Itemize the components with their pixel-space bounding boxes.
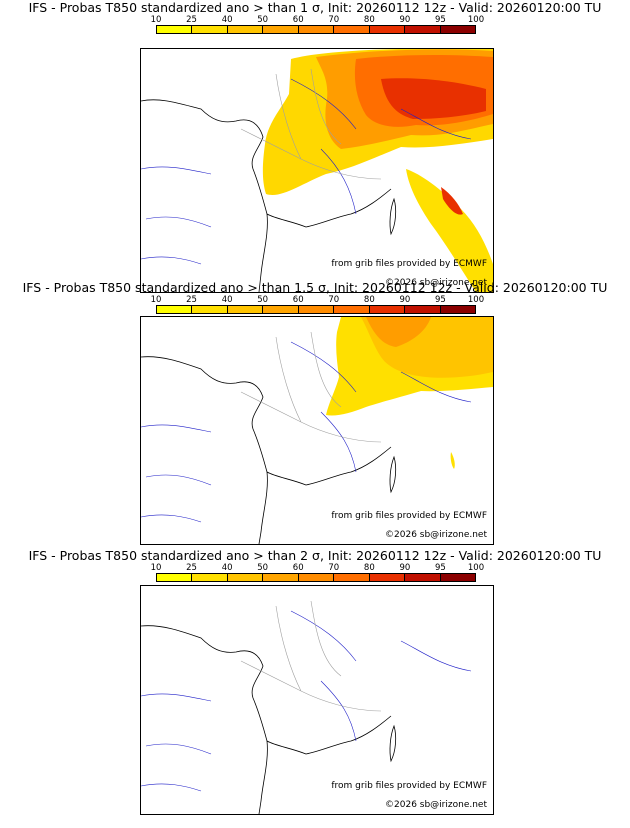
credit-source: from grib files provided by ECMWF — [331, 511, 487, 521]
colorbar-tick-label: 50 — [257, 295, 269, 305]
colorbar-labels: 10 25 40 50 60 70 80 90 95 100 — [0, 15, 630, 25]
colorbar-tick-label: 95 — [435, 15, 446, 25]
credit-copyright: ©2026 sb@irizone.net — [385, 800, 487, 810]
colorbar-swatch — [191, 574, 227, 581]
map-frame: from grib files provided by ECMWF ©2026 … — [140, 585, 494, 815]
colorbar-swatch — [368, 306, 405, 313]
colorbar-swatch — [333, 306, 369, 313]
colorbar-swatch — [333, 574, 369, 581]
colorbar-tick-label: 80 — [363, 295, 375, 305]
colorbar-tick-label: 50 — [257, 563, 269, 573]
colorbar-tick-label: 40 — [221, 15, 233, 25]
colorbar-tick-label: 25 — [186, 15, 197, 25]
colorbar-boxes — [156, 573, 476, 582]
map-panel-2sigma: IFS - Probas T850 standardized ano > tha… — [0, 545, 630, 821]
colorbar-swatch — [439, 306, 475, 313]
colorbar-swatch — [262, 306, 298, 313]
credit-copyright: ©2026 sb@irizone.net — [385, 278, 487, 288]
colorbar-tick-label: 10 — [150, 295, 162, 305]
colorbar-tick-label: 25 — [186, 295, 197, 305]
colorbar-swatch — [333, 26, 369, 33]
colorbar-swatch — [368, 574, 405, 581]
map-frame: from grib files provided by ECMWF ©2026 … — [140, 316, 494, 545]
colorbar-tick-label: 25 — [186, 563, 197, 573]
colorbar-tick-label: 70 — [328, 563, 340, 573]
colorbar-swatch — [226, 306, 263, 313]
colorbar-tick-label: 70 — [328, 15, 340, 25]
probability-fill — [326, 317, 493, 469]
panel-title: IFS - Probas T850 standardized ano > tha… — [28, 548, 602, 563]
colorbar-swatch — [226, 574, 263, 581]
colorbar-swatch — [297, 26, 334, 33]
colorbar-swatch — [157, 574, 192, 581]
colorbar-tick-label: 80 — [363, 15, 375, 25]
probability-fill — [262, 49, 493, 292]
colorbar-swatch — [226, 26, 263, 33]
colorbar-tick-label: 90 — [399, 15, 411, 25]
colorbar-tick-label: 50 — [257, 15, 269, 25]
map-frame: from grib files provided by ECMWF ©2026 … — [140, 48, 494, 293]
colorbar-swatch — [262, 574, 298, 581]
colorbar-swatch — [191, 306, 227, 313]
credit-source: from grib files provided by ECMWF — [331, 259, 487, 269]
colorbar-swatch — [191, 26, 227, 33]
colorbar-swatch — [157, 306, 192, 313]
probability-map — [141, 317, 493, 544]
colorbar-tick-label: 60 — [292, 295, 304, 305]
colorbar-labels: 10 25 40 50 60 70 80 90 95 100 — [0, 295, 630, 305]
probability-map — [141, 49, 493, 292]
colorbar-swatch — [368, 26, 405, 33]
credit-copyright: ©2026 sb@irizone.net — [385, 530, 487, 540]
colorbar-tick-label: 95 — [435, 563, 446, 573]
colorbar-tick-label: 100 — [467, 15, 485, 25]
colorbar-tick-label: 90 — [399, 295, 411, 305]
colorbar-boxes — [156, 25, 476, 34]
colorbar-tick-label: 100 — [467, 563, 485, 573]
colorbar-swatch — [404, 26, 440, 33]
colorbar-tick-label: 70 — [328, 295, 340, 305]
colorbar-tick-label: 80 — [363, 563, 375, 573]
colorbar-swatch — [404, 574, 440, 581]
credit-source: from grib files provided by ECMWF — [331, 781, 487, 791]
colorbar-swatch — [157, 26, 192, 33]
colorbar-swatch — [439, 574, 475, 581]
colorbar-labels: 10 25 40 50 60 70 80 90 95 100 — [0, 563, 630, 573]
panel-title: IFS - Probas T850 standardized ano > tha… — [22, 280, 608, 295]
colorbar-tick-label: 100 — [467, 295, 485, 305]
colorbar-swatch — [297, 306, 334, 313]
colorbar-tick-label: 40 — [221, 295, 233, 305]
colorbar-swatch — [439, 26, 475, 33]
colorbar-boxes — [156, 305, 476, 314]
colorbar-tick-label: 95 — [435, 295, 446, 305]
colorbar: 10 25 40 50 60 70 80 90 95 100 — [0, 15, 630, 45]
colorbar-swatch — [404, 306, 440, 313]
colorbar-tick-label: 40 — [221, 563, 233, 573]
map-panel-1-5sigma: IFS - Probas T850 standardized ano > tha… — [0, 276, 630, 552]
colorbar-tick-label: 10 — [150, 15, 162, 25]
map-panel-1sigma: IFS - Probas T850 standardized ano > tha… — [0, 0, 630, 293]
panel-title: IFS - Probas T850 standardized ano > tha… — [28, 0, 602, 15]
colorbar-tick-label: 60 — [292, 15, 304, 25]
colorbar-tick-label: 60 — [292, 563, 304, 573]
colorbar-swatch — [262, 26, 298, 33]
colorbar: 10 25 40 50 60 70 80 90 95 100 — [0, 295, 630, 325]
colorbar: 10 25 40 50 60 70 80 90 95 100 — [0, 563, 630, 593]
probability-map — [141, 600, 472, 814]
colorbar-tick-label: 90 — [399, 563, 411, 573]
colorbar-swatch — [297, 574, 334, 581]
colorbar-tick-label: 10 — [150, 563, 162, 573]
